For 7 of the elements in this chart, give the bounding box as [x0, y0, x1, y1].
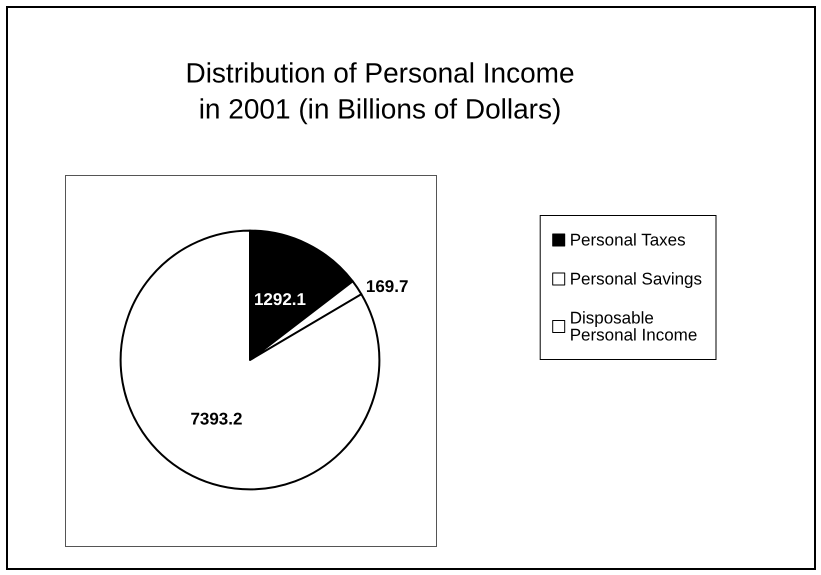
chart-title: Distribution of Personal Income in 2001 (in Billions of Dollars): [185, 58, 575, 124]
data-label: 7393.2: [190, 409, 242, 428]
data-label: 1292.1: [254, 290, 306, 309]
data-label: 169.7: [366, 277, 408, 296]
legend-label: Disposable Personal Income: [570, 308, 698, 344]
legend-label: Personal Savings: [570, 270, 702, 288]
legend-label: Personal Taxes: [570, 230, 686, 250]
